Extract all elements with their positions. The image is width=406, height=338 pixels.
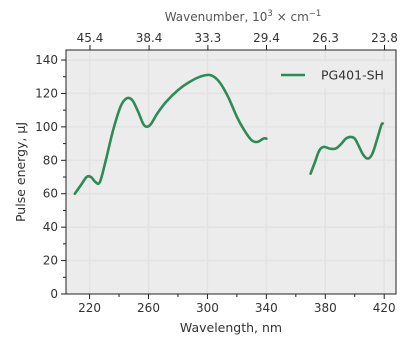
x-tick-label: 380 xyxy=(314,301,337,315)
axis-ticks: 220 260 300 340 380 420 0 20 40 60 80 100 120 140 45.4… xyxy=(35,31,398,315)
top-tick-label: 45.4 xyxy=(77,31,104,45)
top-tick-label: 38.4 xyxy=(136,31,163,45)
top-axis-title: Wavenumber, 103 × cm−1 xyxy=(165,9,322,24)
x-tick-label: 220 xyxy=(78,301,101,315)
top-axis-title-exp1: 3 xyxy=(267,9,272,19)
x-tick-label: 300 xyxy=(196,301,219,315)
y-tick-label: 40 xyxy=(43,220,58,234)
top-axis-title-main: Wavenumber, 10 xyxy=(165,10,268,24)
grid xyxy=(66,50,396,294)
x-tick-label: 340 xyxy=(255,301,278,315)
x-tick-label: 260 xyxy=(137,301,160,315)
x-tick-label: 420 xyxy=(373,301,396,315)
y-tick-label: 140 xyxy=(35,53,58,67)
y-tick-label: 80 xyxy=(43,153,58,167)
top-axis-title-unit: × cm xyxy=(273,10,309,24)
top-tick-label: 29.4 xyxy=(253,31,280,45)
top-tick-label: 33.3 xyxy=(195,31,222,45)
y-tick-label: 20 xyxy=(43,254,58,268)
y-tick-label: 100 xyxy=(35,120,58,134)
y-tick-label: 60 xyxy=(43,187,58,201)
top-tick-label: 26.3 xyxy=(312,31,339,45)
series-line-pg401-sh xyxy=(73,73,384,195)
plot-background xyxy=(66,50,396,294)
legend-label: PG401-SH xyxy=(321,68,384,83)
y-tick-label: 120 xyxy=(35,86,58,100)
y-axis-title: Pulse energy, μJ xyxy=(13,122,28,222)
y-tick-label: 0 xyxy=(50,287,58,301)
legend: PG401-SH xyxy=(273,62,389,88)
top-axis-title-exp2: −1 xyxy=(309,9,322,19)
plot-frame xyxy=(65,49,397,295)
x-axis-title: Wavelength, nm xyxy=(180,320,282,335)
top-tick-label: 23.8 xyxy=(371,31,398,45)
